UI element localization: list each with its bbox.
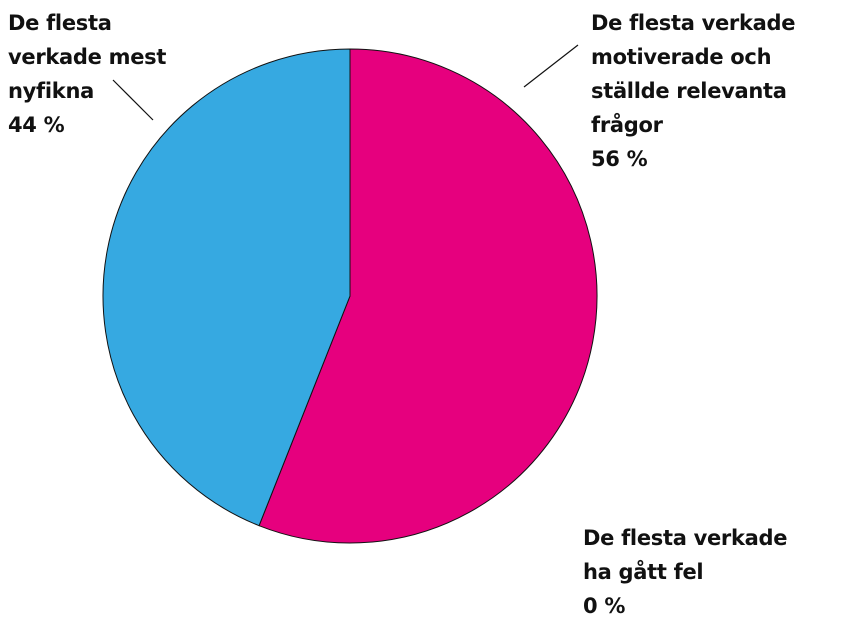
value-label: 56 % bbox=[591, 147, 648, 171]
slice-name: De flesta verkade motiverade och ställde… bbox=[591, 11, 796, 137]
slice-label: De flesta verkade motiverade och ställde… bbox=[591, 6, 841, 176]
value-label: 44 % bbox=[8, 113, 65, 137]
slice-name: De flesta verkade mest nyfikna bbox=[8, 11, 167, 103]
pie-slice bbox=[258, 48, 598, 544]
leader-line bbox=[523, 44, 579, 88]
slice-name: De flesta verkade ha gått fel bbox=[583, 526, 788, 584]
slice-label: De flesta verkade mest nyfikna 44 % bbox=[8, 6, 208, 142]
value-label: 0 % bbox=[583, 594, 626, 618]
leader-line bbox=[112, 79, 154, 121]
slice-label: De flesta verkade ha gått fel 0 % bbox=[583, 521, 803, 623]
pie-slice bbox=[102, 48, 351, 527]
